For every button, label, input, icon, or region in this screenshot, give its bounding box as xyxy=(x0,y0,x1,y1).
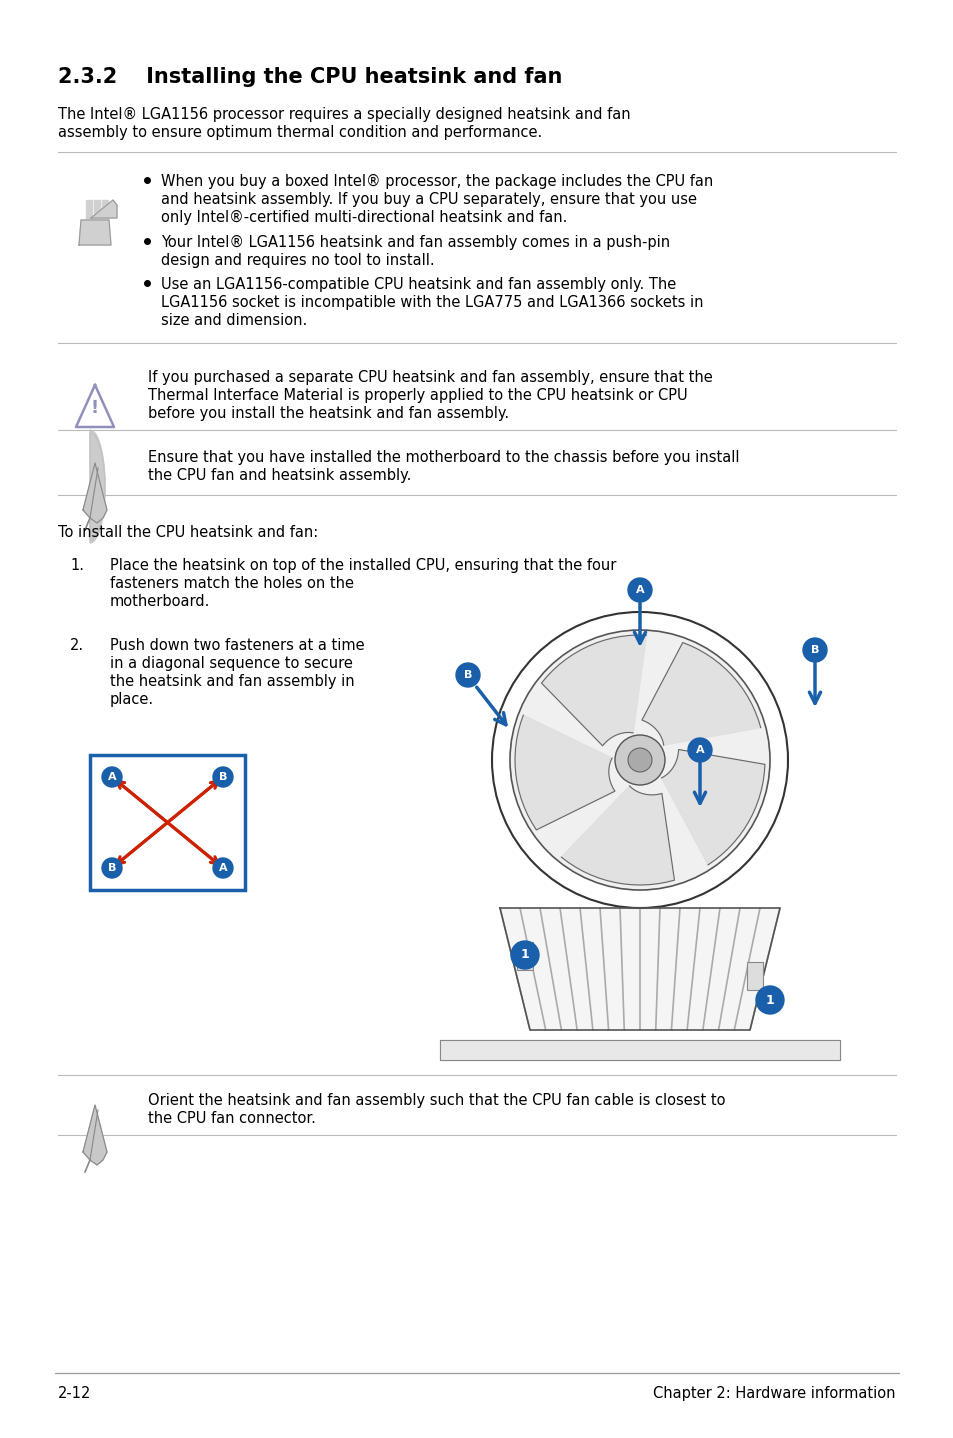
Polygon shape xyxy=(439,1040,840,1060)
Polygon shape xyxy=(86,200,91,220)
Text: LGA1156 socket is incompatible with the LGA775 and LGA1366 sockets in: LGA1156 socket is incompatible with the … xyxy=(161,295,702,311)
Polygon shape xyxy=(94,200,100,220)
Polygon shape xyxy=(83,1104,107,1165)
Text: B: B xyxy=(108,863,116,873)
Bar xyxy=(517,942,533,971)
Text: motherboard.: motherboard. xyxy=(110,594,211,610)
Text: fasteners match the holes on the: fasteners match the holes on the xyxy=(110,577,354,591)
Polygon shape xyxy=(79,220,111,244)
Text: size and dimension.: size and dimension. xyxy=(161,313,307,328)
Text: 2.3.2    Installing the CPU heatsink and fan: 2.3.2 Installing the CPU heatsink and fa… xyxy=(58,68,561,88)
Text: Your Intel® LGA1156 heatsink and fan assembly comes in a push-pin: Your Intel® LGA1156 heatsink and fan ass… xyxy=(161,234,669,250)
Text: assembly to ensure optimum thermal condition and performance.: assembly to ensure optimum thermal condi… xyxy=(58,125,541,139)
Text: and heatsink assembly. If you buy a CPU separately, ensure that you use: and heatsink assembly. If you buy a CPU … xyxy=(161,193,697,207)
Text: place.: place. xyxy=(110,692,154,707)
Text: 2.: 2. xyxy=(70,638,84,653)
Text: To install the CPU heatsink and fan:: To install the CPU heatsink and fan: xyxy=(58,525,318,541)
Polygon shape xyxy=(641,643,760,745)
Circle shape xyxy=(492,613,787,907)
Circle shape xyxy=(627,578,651,603)
Text: When you buy a boxed Intel® processor, the package includes the CPU fan: When you buy a boxed Intel® processor, t… xyxy=(161,174,713,188)
Polygon shape xyxy=(91,200,117,219)
Polygon shape xyxy=(83,463,107,523)
Text: 1: 1 xyxy=(765,994,774,1007)
Text: A: A xyxy=(108,772,116,782)
Text: the heatsink and fan assembly in: the heatsink and fan assembly in xyxy=(110,674,355,689)
Text: A: A xyxy=(218,863,227,873)
Text: Place the heatsink on top of the installed CPU, ensuring that the four: Place the heatsink on top of the install… xyxy=(110,558,616,572)
Text: A: A xyxy=(635,585,643,595)
Text: the CPU fan connector.: the CPU fan connector. xyxy=(148,1112,315,1126)
Text: the CPU fan and heatsink assembly.: the CPU fan and heatsink assembly. xyxy=(148,467,411,483)
Circle shape xyxy=(456,663,479,687)
Text: Ensure that you have installed the motherboard to the chassis before you install: Ensure that you have installed the mothe… xyxy=(148,450,739,464)
Text: A: A xyxy=(695,745,703,755)
Circle shape xyxy=(102,858,122,879)
Text: 1.: 1. xyxy=(70,558,84,572)
Bar xyxy=(746,962,762,989)
Text: B: B xyxy=(810,646,819,654)
Circle shape xyxy=(687,738,711,762)
Text: 1: 1 xyxy=(520,949,529,962)
Polygon shape xyxy=(499,907,780,1030)
Polygon shape xyxy=(560,787,674,884)
Circle shape xyxy=(510,630,769,890)
Text: in a diagonal sequence to secure: in a diagonal sequence to secure xyxy=(110,656,353,672)
Polygon shape xyxy=(76,385,113,427)
Text: only Intel®-certified multi-directional heatsink and fan.: only Intel®-certified multi-directional … xyxy=(161,210,567,224)
Text: Use an LGA1156-compatible CPU heatsink and fan assembly only. The: Use an LGA1156-compatible CPU heatsink a… xyxy=(161,278,676,292)
Text: If you purchased a separate CPU heatsink and fan assembly, ensure that the: If you purchased a separate CPU heatsink… xyxy=(148,370,712,385)
Text: Thermal Interface Material is properly applied to the CPU heatsink or CPU: Thermal Interface Material is properly a… xyxy=(148,388,687,403)
Circle shape xyxy=(213,766,233,787)
Polygon shape xyxy=(90,430,105,544)
Text: before you install the heatsink and fan assembly.: before you install the heatsink and fan … xyxy=(148,406,509,421)
Text: The Intel® LGA1156 processor requires a specially designed heatsink and fan: The Intel® LGA1156 processor requires a … xyxy=(58,106,630,122)
Circle shape xyxy=(802,638,826,661)
Text: B: B xyxy=(463,670,472,680)
Text: Chapter 2: Hardware information: Chapter 2: Hardware information xyxy=(653,1386,895,1401)
Circle shape xyxy=(627,748,651,772)
Circle shape xyxy=(755,986,783,1014)
Text: B: B xyxy=(218,772,227,782)
Text: Orient the heatsink and fan assembly such that the CPU fan cable is closest to: Orient the heatsink and fan assembly suc… xyxy=(148,1093,724,1109)
Text: 2-12: 2-12 xyxy=(58,1386,91,1401)
FancyBboxPatch shape xyxy=(90,755,245,890)
Text: Push down two fasteners at a time: Push down two fasteners at a time xyxy=(110,638,364,653)
Circle shape xyxy=(615,735,664,785)
Text: design and requires no tool to install.: design and requires no tool to install. xyxy=(161,253,435,267)
Circle shape xyxy=(511,940,538,969)
Circle shape xyxy=(102,766,122,787)
Circle shape xyxy=(213,858,233,879)
Polygon shape xyxy=(515,715,615,830)
Polygon shape xyxy=(102,200,108,220)
Text: !: ! xyxy=(91,398,99,417)
Polygon shape xyxy=(541,636,646,746)
Polygon shape xyxy=(660,749,764,864)
